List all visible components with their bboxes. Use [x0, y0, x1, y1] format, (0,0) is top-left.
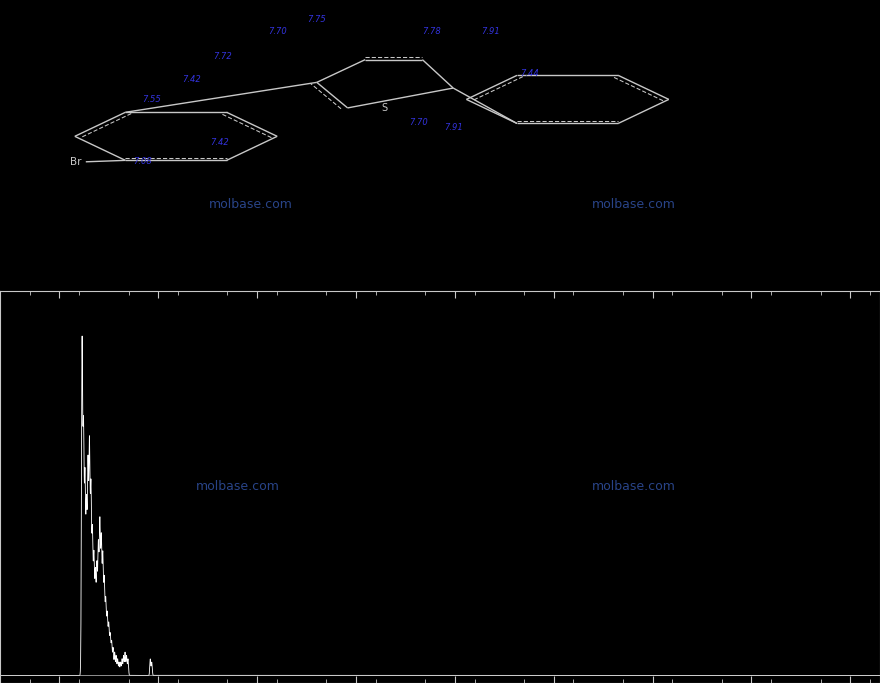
Text: 7.55: 7.55	[142, 95, 161, 104]
Text: 7.70: 7.70	[409, 117, 429, 126]
Text: 7.75: 7.75	[307, 16, 326, 25]
Text: 7.08: 7.08	[133, 157, 152, 167]
Text: 7.70: 7.70	[268, 27, 287, 36]
Text: molbase.com: molbase.com	[195, 480, 280, 493]
Text: molbase.com: molbase.com	[591, 198, 676, 211]
Text: molbase.com: molbase.com	[209, 198, 293, 211]
Text: 7.42: 7.42	[182, 75, 202, 84]
Text: 7.78: 7.78	[422, 27, 441, 36]
Text: 7.72: 7.72	[213, 53, 232, 61]
Text: 7.42: 7.42	[210, 137, 230, 147]
Text: 7.91: 7.91	[481, 27, 501, 36]
Text: 7.44: 7.44	[520, 70, 539, 79]
Text: S: S	[382, 104, 387, 113]
Text: Br: Br	[70, 157, 81, 167]
Text: 7.91: 7.91	[444, 124, 464, 133]
Text: molbase.com: molbase.com	[591, 480, 676, 493]
